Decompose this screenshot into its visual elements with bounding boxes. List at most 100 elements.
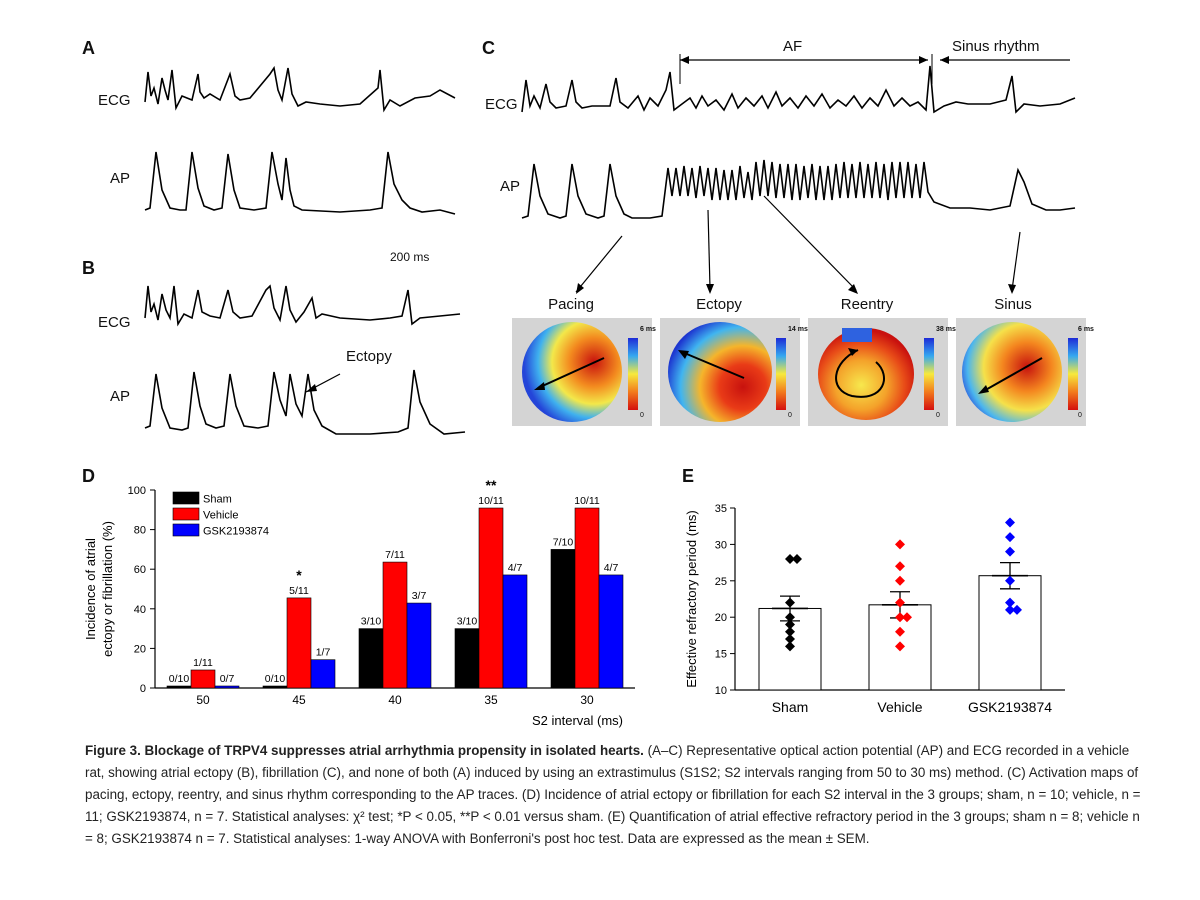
d-y-tick-label: 20: [134, 643, 146, 655]
e-y-tick-label: 10: [715, 685, 727, 697]
scale-bar-label: 200 ms: [390, 250, 430, 264]
map-ectopy: [668, 322, 772, 422]
d-legend-label: GSK2193874: [203, 526, 269, 538]
reentry-circuit: [835, 349, 885, 398]
d-y-axis-label-line1: Incidence of atrial: [83, 538, 98, 640]
e-x-tick-label: Vehicle: [877, 699, 922, 715]
d-bar: [550, 549, 576, 689]
panel-b-ecg-label: ECG: [98, 314, 131, 331]
d-legend-swatch: [172, 523, 200, 537]
d-y-tick-label: 60: [134, 564, 146, 576]
d-bar-label: 7/11: [385, 549, 405, 561]
panel-a-ecg-label: ECG: [98, 92, 131, 109]
d-bar-label: 3/10: [457, 616, 478, 628]
d-legend-swatch: [172, 507, 200, 521]
panel-c-letter: C: [482, 38, 495, 58]
e-y-tick-label: 20: [715, 612, 727, 624]
d-bar-label: 5/11: [289, 585, 309, 597]
map-ectopy-colorbar: [776, 338, 786, 410]
panel-a-letter: A: [82, 38, 95, 58]
e-data-point: [1005, 597, 1015, 608]
d-bar: [286, 597, 312, 689]
d-x-tick-label: 35: [484, 693, 498, 707]
e-data-point: [785, 597, 795, 608]
map-title-reentry: Reentry: [840, 296, 894, 313]
panel-e-letter: E: [682, 466, 695, 486]
d-bar-label: 4/7: [604, 562, 619, 574]
af-label: AF: [783, 38, 803, 55]
d-legend-label: Sham: [203, 494, 232, 506]
map-reentry: [818, 328, 914, 420]
panel-e-chart: 10 15 20 25 30 35 Sham Vehicle GSK2193874 Effecti…: [684, 503, 1065, 715]
map-ectopy-min: 0: [788, 412, 792, 419]
d-bar: [574, 507, 600, 689]
map-sinus-min: 0: [1078, 412, 1082, 419]
sinus-rhythm-label: Sinus rhythm: [952, 38, 1040, 55]
d-legend-swatch: [172, 491, 200, 505]
caption-title: Figure 3. Blockage of TRPV4 suppresses a…: [85, 743, 644, 758]
panel-a-ap-trace: [144, 151, 456, 215]
panel-a-ecg-trace: [144, 65, 456, 113]
d-bar: [454, 628, 480, 689]
panel-b-traces: [144, 284, 466, 435]
e-y-tick-label: 15: [715, 649, 727, 661]
caption-body: (A–C) Representative optical action pote…: [85, 743, 1141, 846]
d-bar: [190, 669, 216, 689]
d-bar-label: 3/10: [361, 616, 382, 628]
d-bar-label: 10/11: [478, 495, 504, 507]
d-bar: [502, 574, 528, 689]
map-sinus-colorbar: [1068, 338, 1078, 410]
e-data-point: [895, 575, 905, 586]
e-data-point: [895, 597, 905, 608]
d-y-tick-label: 0: [140, 683, 146, 695]
e-data-point: [895, 561, 905, 572]
e-y-axis-label: Effective refractory period (ms): [684, 510, 699, 687]
e-y-tick-label: 35: [715, 503, 727, 515]
e-data-point: [1005, 517, 1015, 528]
d-bar-label: 0/7: [220, 673, 235, 685]
d-bar: [214, 685, 240, 689]
d-bar-label: 0/10: [169, 673, 190, 685]
e-y-tick-label: 30: [715, 539, 727, 551]
panel-b-letter: B: [82, 258, 95, 278]
d-bar-label: 1/11: [193, 657, 213, 669]
d-bar-label: 0/10: [265, 673, 286, 685]
e-data-point: [1005, 575, 1015, 586]
e-data-point: [1012, 604, 1022, 615]
e-data-point: [1005, 546, 1015, 557]
d-bar: [166, 685, 192, 689]
e-data-point: [1005, 604, 1015, 615]
map-reentry-min: 0: [936, 412, 940, 419]
panel-c-ap-trace: [521, 159, 1076, 219]
d-y-axis-label-line2: ectopy or fibrillation (%): [100, 521, 115, 657]
panel-d-chart: 020406080100500/101/110/7450/105/111/7*4…: [83, 477, 635, 728]
d-bar-label: 3/7: [412, 590, 427, 602]
d-x-axis-label: S2 interval (ms): [532, 713, 623, 728]
d-bar: [262, 685, 288, 689]
d-bar-label: 1/7: [316, 647, 331, 659]
e-data-point: [785, 626, 795, 637]
d-bar: [406, 602, 432, 689]
d-bar: [358, 628, 384, 689]
panel-c-ecg-trace: [521, 65, 1076, 114]
d-x-tick-label: 50: [196, 693, 210, 707]
e-data-point: [785, 612, 795, 623]
figure-caption: Figure 3. Blockage of TRPV4 suppresses a…: [85, 740, 1145, 850]
e-x-tick-label: Sham: [772, 699, 809, 715]
d-bar: [310, 659, 336, 689]
map-title-ectopy: Ectopy: [696, 296, 742, 313]
e-y-tick-label: 25: [715, 576, 727, 588]
e-data-point: [1005, 532, 1015, 543]
d-x-tick-label: 30: [580, 693, 594, 707]
e-data-point: [895, 539, 905, 550]
map-pacing-max: 6 ms: [640, 326, 656, 333]
map-pacing-min: 0: [640, 412, 644, 419]
e-data-point: [785, 619, 795, 630]
panel-c-map-arrows: [575, 195, 1021, 293]
d-significance: **: [486, 477, 497, 493]
d-significance: *: [296, 567, 302, 583]
d-legend-label: Vehicle: [203, 510, 238, 522]
map-title-sinus: Sinus: [994, 296, 1032, 313]
d-bar-label: 10/11: [574, 495, 600, 507]
map-sinus: [962, 322, 1062, 422]
